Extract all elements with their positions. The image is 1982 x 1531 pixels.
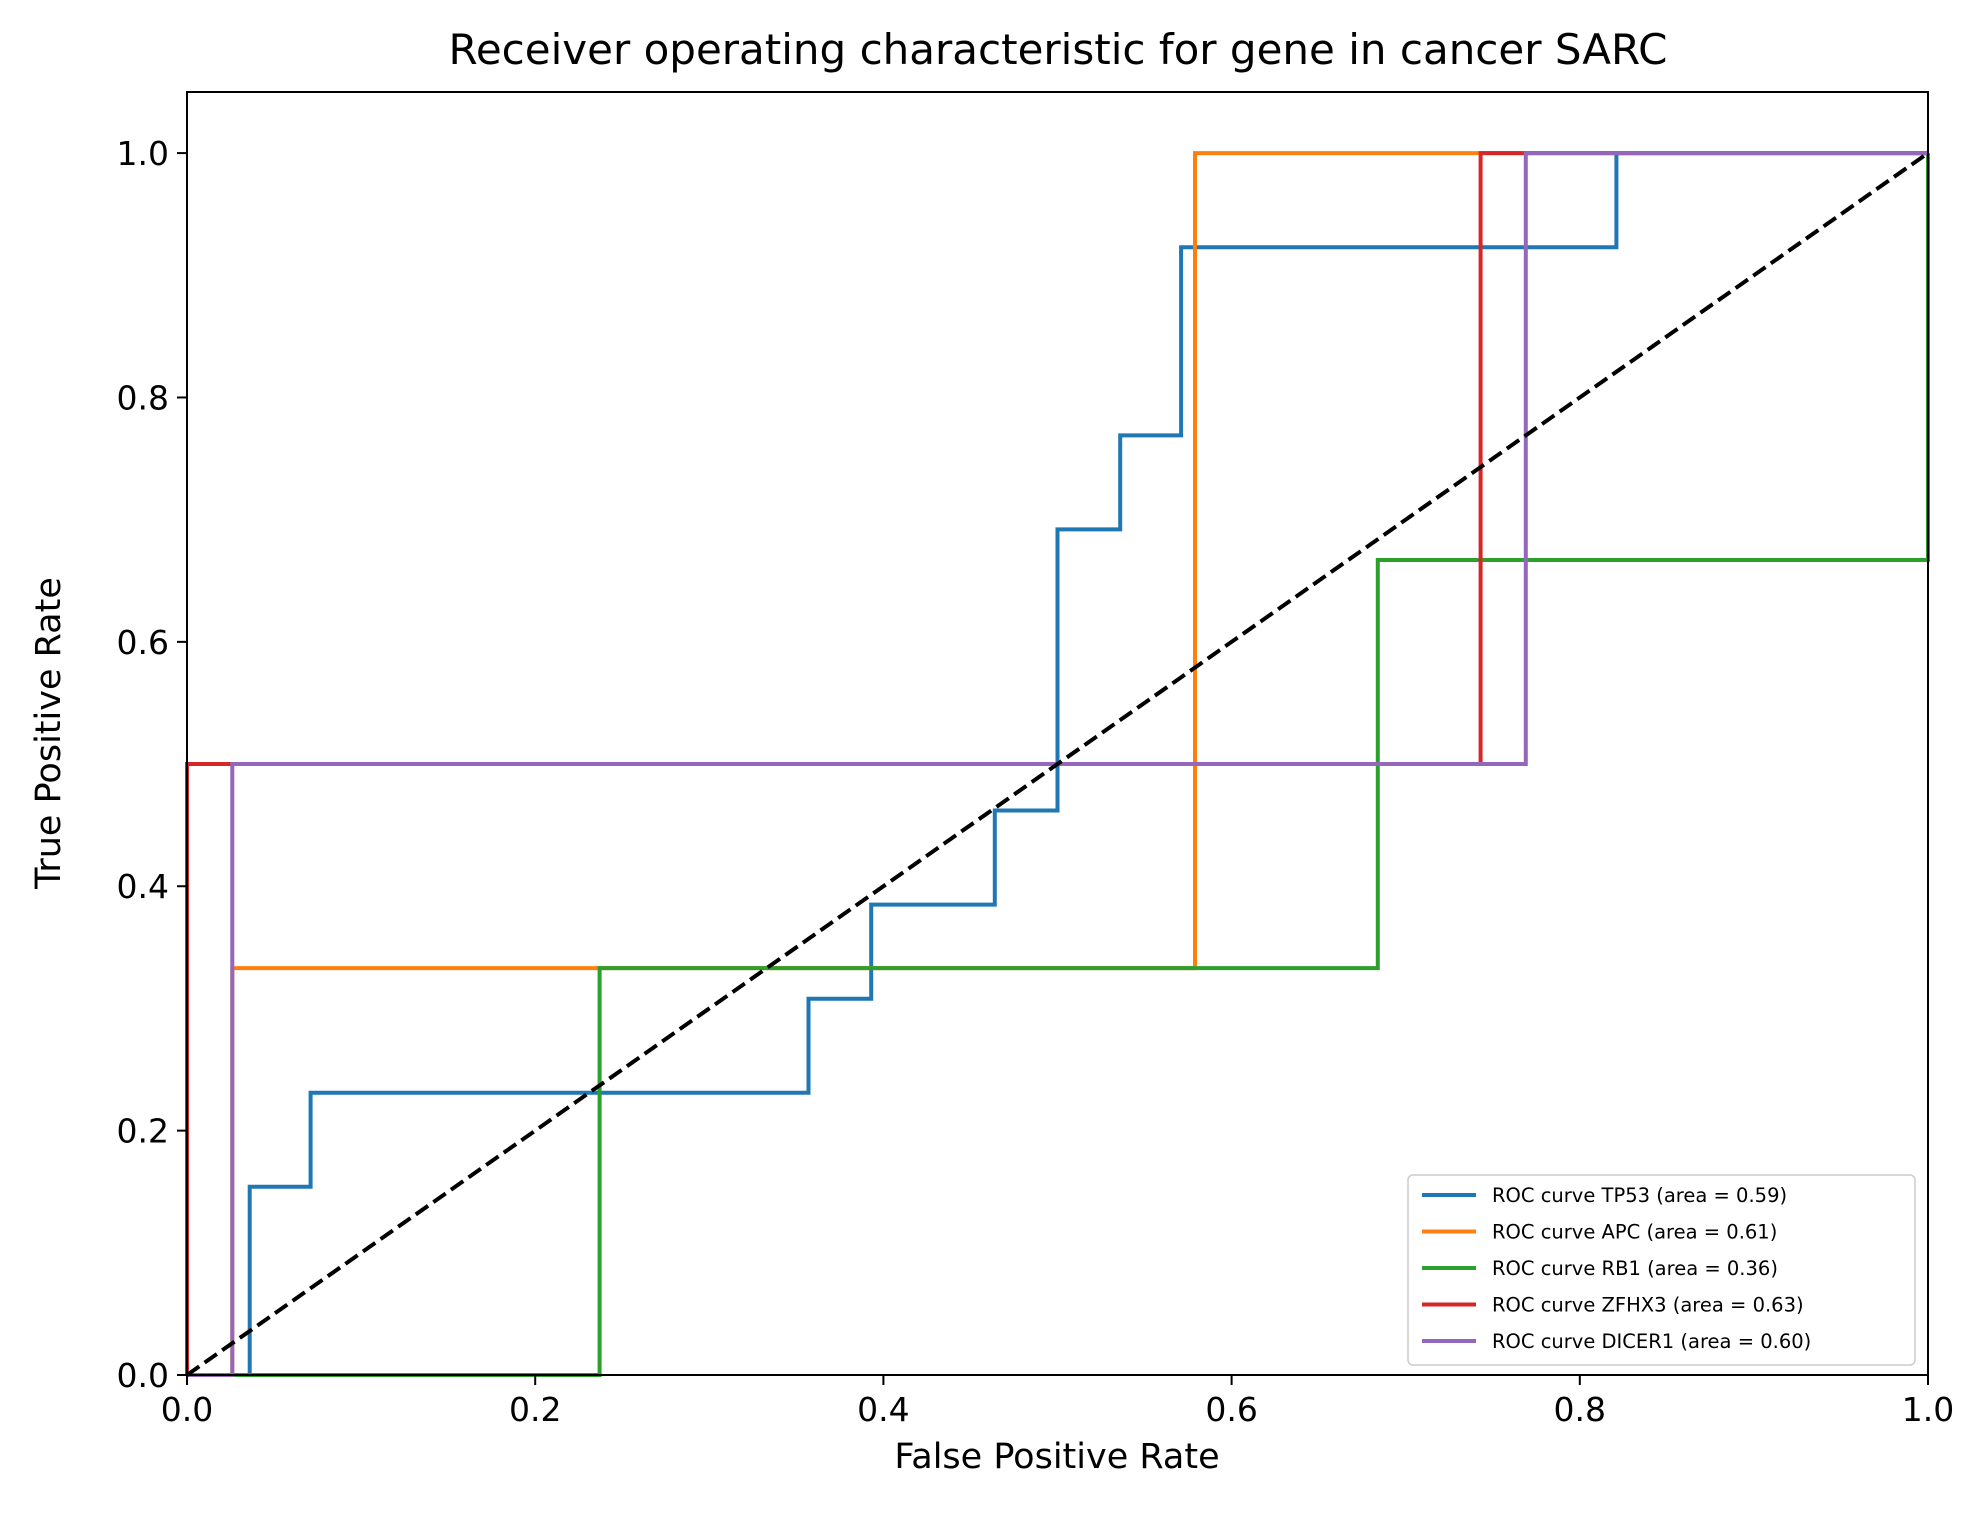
y-tick-label: 0.0 — [117, 1356, 169, 1395]
legend-label-3: ROC curve ZFHX3 (area = 0.63) — [1492, 1294, 1804, 1317]
series-line-0 — [187, 151, 1928, 1377]
y-tick-label: 0.4 — [117, 867, 169, 906]
x-tick-label: 0.2 — [509, 1390, 561, 1429]
x-tick-label: 1.0 — [1902, 1390, 1954, 1429]
legend-items: ROC curve TP53 (area = 0.59) ROC curve AP… — [1422, 1184, 1811, 1353]
legend-label-1: ROC curve APC (area = 0.61) — [1492, 1221, 1777, 1244]
y-tick-label: 1.0 — [117, 134, 169, 173]
x-tick-label: 0.4 — [857, 1390, 909, 1429]
y-tick-label: 0.8 — [117, 378, 169, 417]
legend: ROC curve TP53 (area = 0.59) ROC curve AP… — [1407, 1174, 1916, 1366]
plot-frame — [186, 91, 1929, 1376]
legend-label-0: ROC curve TP53 (area = 0.59) — [1492, 1184, 1787, 1207]
reference-diagonal — [185, 151, 1930, 1377]
x-axis-title: False Positive Rate — [894, 1437, 1219, 1477]
x-axis: 0.0 0.2 0.4 0.6 0.8 1.0 — [161, 1375, 1954, 1429]
legend-label-4: ROC curve DICER1 (area = 0.60) — [1492, 1330, 1811, 1353]
legend-box — [1407, 1174, 1916, 1366]
y-axis-title: True Positive Rate — [29, 577, 69, 890]
legend-label-2: ROC curve RB1 (area = 0.36) — [1492, 1257, 1778, 1280]
reference-layer — [185, 151, 1930, 1377]
y-tick-label: 0.6 — [117, 623, 169, 662]
x-tick-label: 0.6 — [1205, 1390, 1257, 1429]
y-tick-label: 0.2 — [117, 1112, 169, 1151]
chart-title: Receiver operating characteristic for ge… — [449, 25, 1668, 74]
y-axis: 0.0 0.2 0.4 0.6 0.8 1.0 — [117, 134, 187, 1395]
x-tick-label: 0.8 — [1554, 1390, 1606, 1429]
x-tick-label: 0.0 — [161, 1390, 213, 1429]
